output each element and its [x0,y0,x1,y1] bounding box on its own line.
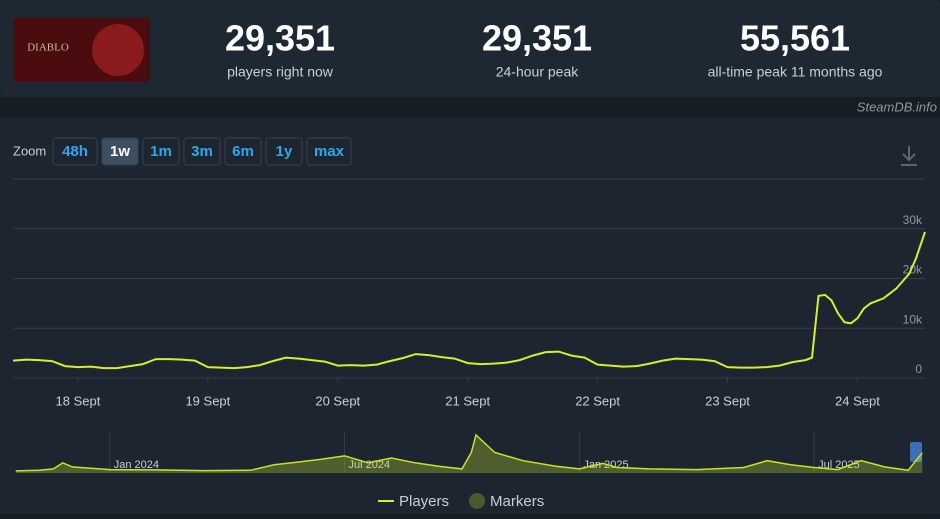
legend-label[interactable]: Players [399,493,449,510]
zoom-button-label: 1w [110,143,130,160]
stat-label: all-time peak 11 months ago [708,64,883,80]
stat-value: 29,351 [225,18,335,59]
x-tick-label: 21 Sept [445,393,490,408]
chart-panel [0,118,940,514]
x-tick-label: 23 Sept [705,393,750,408]
zoom-button[interactable] [265,137,303,166]
stat-label: players right now [227,64,334,80]
zoom-label: Zoom [13,143,46,158]
zoom-button-label: 6m [232,143,254,160]
line [15,433,923,472]
watermark: SteamDB.info [857,99,937,114]
zoom-button[interactable] [306,137,352,166]
zoom-button-label: 48h [62,143,88,160]
zoom-button[interactable] [52,137,98,166]
zoom-button-label: 1y [276,143,293,160]
download-icon[interactable] [901,146,917,166]
zoom-buttons: 48h 1w 1m 3m 6m 1y max [52,137,352,166]
line [12,231,926,370]
x-tick-label: 20 Sept [315,393,360,408]
y-tick-label: 30k [903,213,923,227]
x-tick-label: 19 Sept [185,393,230,408]
x-tick-label: Jan 2024 [114,459,159,471]
x-tick-label: 24 Sept [835,393,880,408]
zoom-button-label: max [314,143,345,160]
stats-panel [0,0,940,97]
image-art [92,24,144,76]
stat-label: 24-hour peak [496,64,580,80]
stat-value: 29,351 [482,18,592,59]
y-tick-label: 10k [903,312,923,326]
zoom-button-label: 3m [191,143,213,160]
x-tick-label: 22 Sept [575,393,620,408]
zoom-button-label: 1m [150,143,172,160]
legend-symbol [469,493,486,509]
y-tick-label: 20k [903,263,923,277]
download-glyph [901,146,917,166]
x-tick-label: Jul 2025 [818,459,860,471]
legend-label[interactable]: Markers [490,493,544,510]
stat-value: 55,561 [740,18,850,59]
zoom-button[interactable] [224,137,262,166]
zoom-button[interactable] [101,137,139,166]
zoom-button[interactable] [142,137,180,166]
logo-text: DIABLO [27,42,69,54]
zoom-button[interactable] [183,137,221,166]
y-tick-label: 0 [915,362,922,376]
x-tick-label: 18 Sept [56,393,101,408]
x-tick-label: Jul 2024 [349,459,391,471]
legend: Players Markers [378,493,544,510]
